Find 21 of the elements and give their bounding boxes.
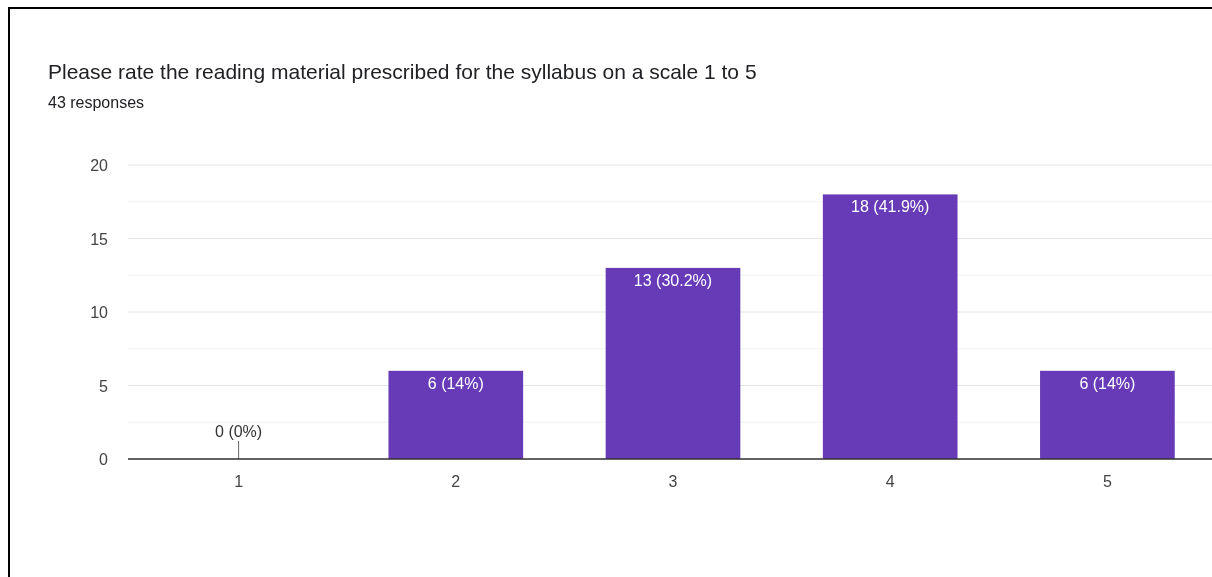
x-tick-label: 1 — [234, 473, 244, 490]
bar — [1040, 370, 1175, 459]
x-tick-label: 5 — [1102, 473, 1112, 490]
y-tick-label: 15 — [90, 230, 109, 248]
y-tick-label: 0 — [99, 451, 109, 468]
bar — [605, 267, 741, 459]
data-label: 6 (14%) — [427, 374, 484, 392]
bar — [822, 194, 958, 459]
y-tick-label: 20 — [90, 157, 109, 174]
x-tick-label: 4 — [885, 473, 895, 490]
y-tick-label: 5 — [99, 377, 109, 395]
data-label: 13 (30.2%) — [633, 271, 713, 289]
chart-subtitle: 43 responses — [48, 94, 145, 111]
x-tick-label: 3 — [668, 473, 678, 490]
y-tick-label: 10 — [90, 304, 109, 321]
data-label: 0 (0%) — [215, 423, 263, 440]
chart-title: Please rate the reading material prescribed for the syllabus on a scale 1 to 5 — [48, 60, 757, 83]
data-label: 18 (41.9%) — [851, 198, 930, 216]
x-tick-label: 2 — [451, 473, 461, 490]
data-label: 6 (14%) — [1079, 374, 1136, 392]
bar — [388, 370, 524, 459]
